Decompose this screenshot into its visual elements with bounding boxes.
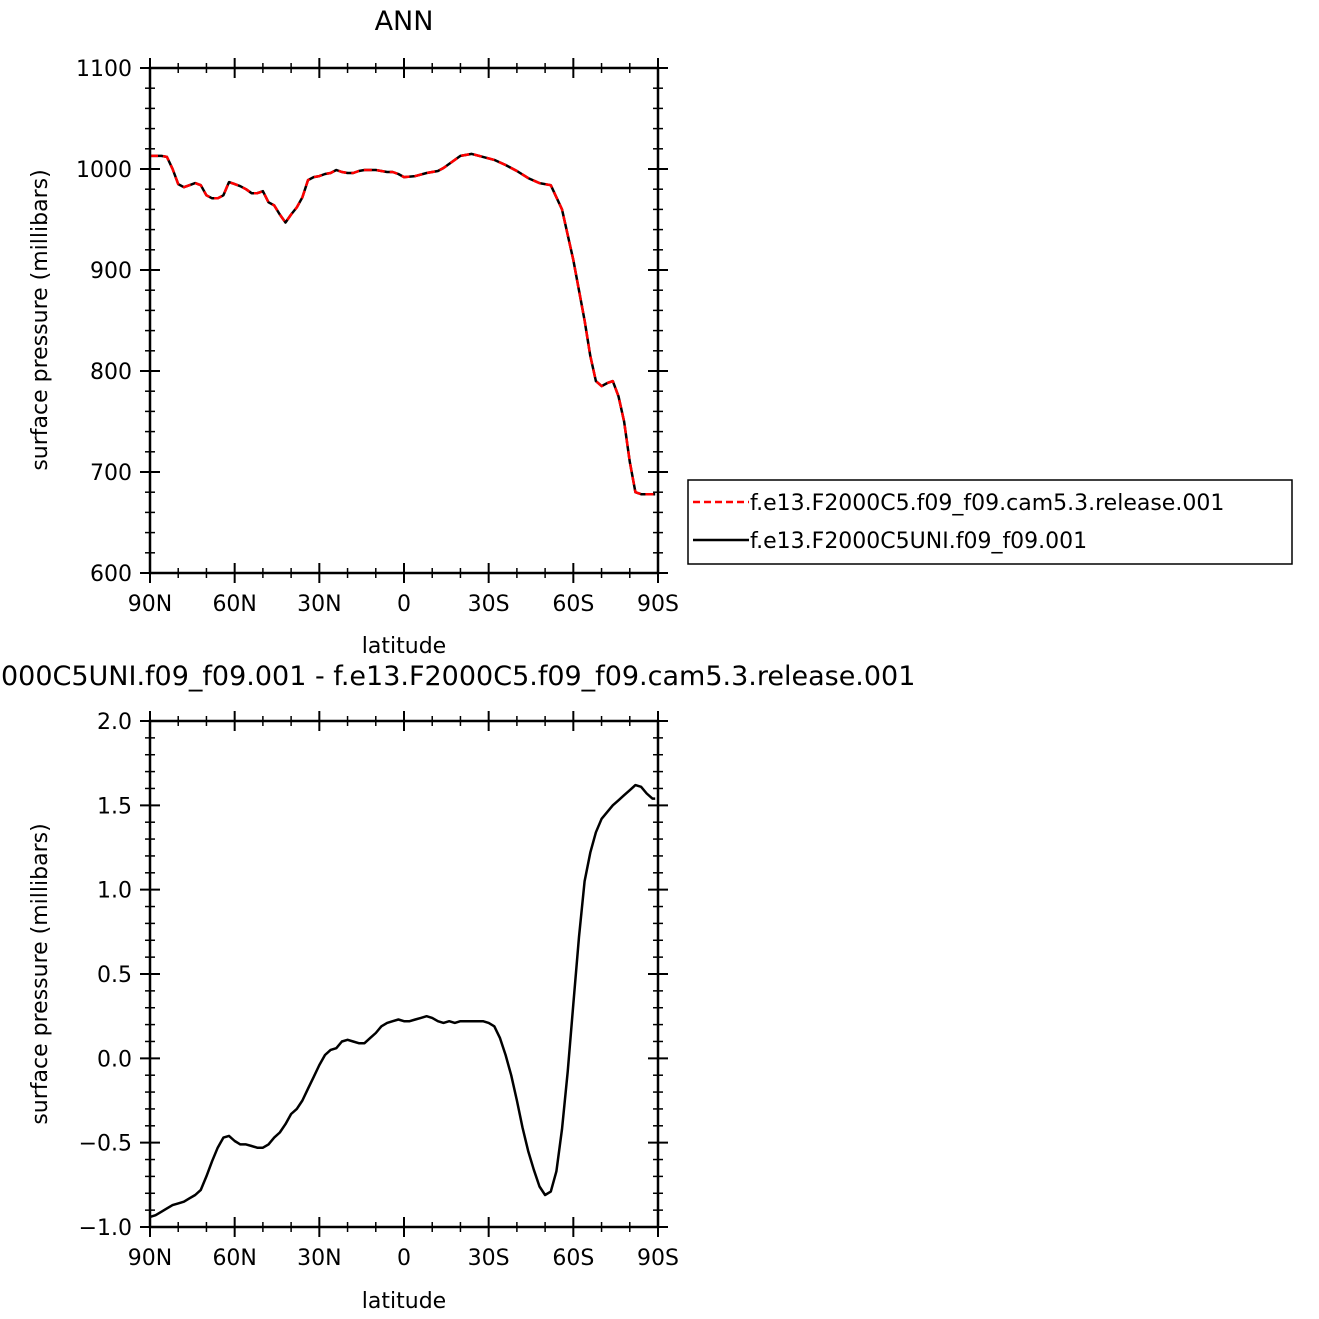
top-ticks: 600 700 800 900 1000 1100 90N 60N 30N 0 30S 60S 90S [76, 57, 679, 617]
x-tick-label: 90N [128, 1246, 172, 1271]
top-chart-title: ANN [375, 6, 434, 37]
legend-entry-cam5-release: f.e13.F2000C5.f09_f09.cam5.3.release.001 [750, 491, 1224, 516]
x-tick-label: 90S [637, 1246, 679, 1271]
x-tick-label: 30N [297, 1246, 341, 1271]
y-tick-label: −0.5 [79, 1132, 132, 1157]
top-x-axis-label: latitude [362, 634, 446, 659]
x-tick-label: 60S [552, 1246, 594, 1271]
y-tick-label: 1100 [76, 57, 132, 82]
x-tick-label: 60N [212, 1246, 256, 1271]
x-tick-label: 60S [552, 592, 594, 617]
bottom-plot-frame [148, 719, 660, 1229]
y-tick-label: 800 [90, 360, 132, 385]
top-y-axis-label: surface pressure (millibars) [28, 169, 53, 470]
legend: f.e13.F2000C5.f09_f09.cam5.3.release.001… [687, 479, 1293, 565]
y-tick-label: 600 [90, 562, 132, 587]
y-tick-label: 900 [90, 259, 132, 284]
x-tick-label: 0 [397, 592, 411, 617]
y-tick-label: 1.5 [97, 794, 132, 819]
y-tick-label: 700 [90, 461, 132, 486]
top-series [150, 152, 656, 496]
x-tick-label: 0 [397, 1246, 411, 1271]
y-tick-label: 2.0 [97, 710, 132, 735]
bottom-x-axis-label: latitude [362, 1289, 446, 1314]
x-tick-label: 30S [468, 1246, 510, 1271]
y-tick-label: −1.0 [79, 1216, 132, 1241]
legend-box [687, 479, 1293, 565]
series-line-1-0 [149, 783, 656, 1219]
x-tick-label: 90S [637, 592, 679, 617]
bottom-ticks: −1.0 −0.5 0.0 0.5 1.0 1.5 2.0 90N 60N 30N 0 30S 60S 9… [79, 710, 679, 1271]
legend-entry-uni: f.e13.F2000C5UNI.f09_f09.001 [750, 529, 1087, 554]
y-tick-label: 0.0 [97, 1047, 132, 1072]
y-tick-label: 1000 [76, 158, 132, 183]
x-tick-label: 90N [128, 592, 172, 617]
x-tick-label: 30N [297, 592, 341, 617]
x-tick-label: 30S [468, 592, 510, 617]
panel-top: ANN 600 700 800 900 1000 1100 90N 60N 30N 0 30S 60S… [28, 6, 679, 659]
bottom-series [149, 783, 656, 1219]
top-plot-frame [148, 66, 660, 575]
bottom-y-axis-label: surface pressure (millibars) [28, 823, 53, 1124]
bottom-chart-title: f.e13.F2000C5UNI.f09_f09.001 - f.e13.F20… [0, 661, 915, 692]
series-line-0-0 [150, 152, 656, 496]
x-tick-label: 60N [212, 592, 256, 617]
panel-bottom: f.e13.F2000C5UNI.f09_f09.001 - f.e13.F20… [0, 661, 915, 1314]
series-line-0-1 [150, 152, 656, 496]
y-tick-label: 0.5 [97, 963, 132, 988]
y-tick-label: 1.0 [97, 879, 132, 904]
